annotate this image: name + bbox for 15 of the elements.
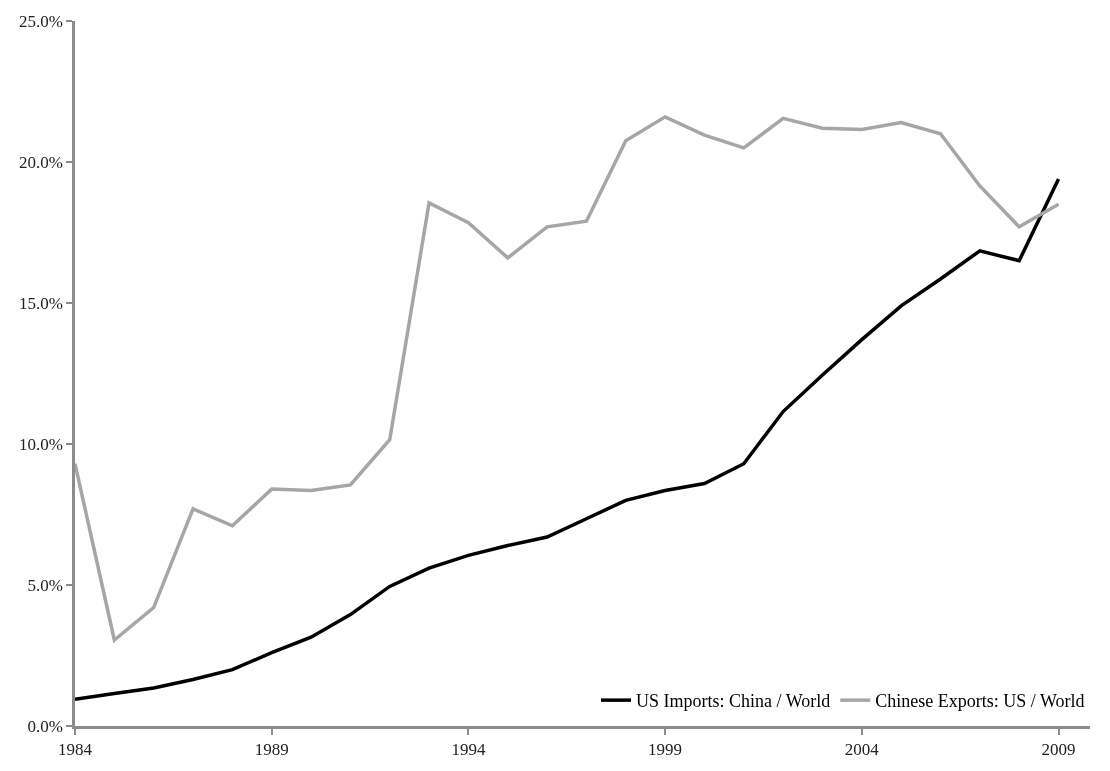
x-tick-label: 2009: [1041, 740, 1076, 760]
legend-label: US Imports: China / World: [636, 691, 831, 712]
y-tick-label: 25.0%: [18, 11, 63, 31]
x-tick-label: 1989: [254, 740, 289, 760]
x-tick-label: 2004: [844, 740, 880, 760]
x-tick-label: 1999: [648, 740, 683, 760]
y-tick-label: 10.0%: [18, 434, 63, 454]
y-tick-label: 15.0%: [18, 293, 63, 313]
y-tick-label: 20.0%: [18, 152, 63, 172]
legend-label: Chinese Exports: US / World: [875, 691, 1085, 712]
y-tick-label: 5.0%: [27, 575, 63, 595]
x-tick-label: 1984: [58, 740, 93, 760]
x-tick-label: 1994: [451, 740, 486, 760]
y-tick-label: 0.0%: [27, 716, 63, 736]
line-series: [75, 115, 1061, 642]
